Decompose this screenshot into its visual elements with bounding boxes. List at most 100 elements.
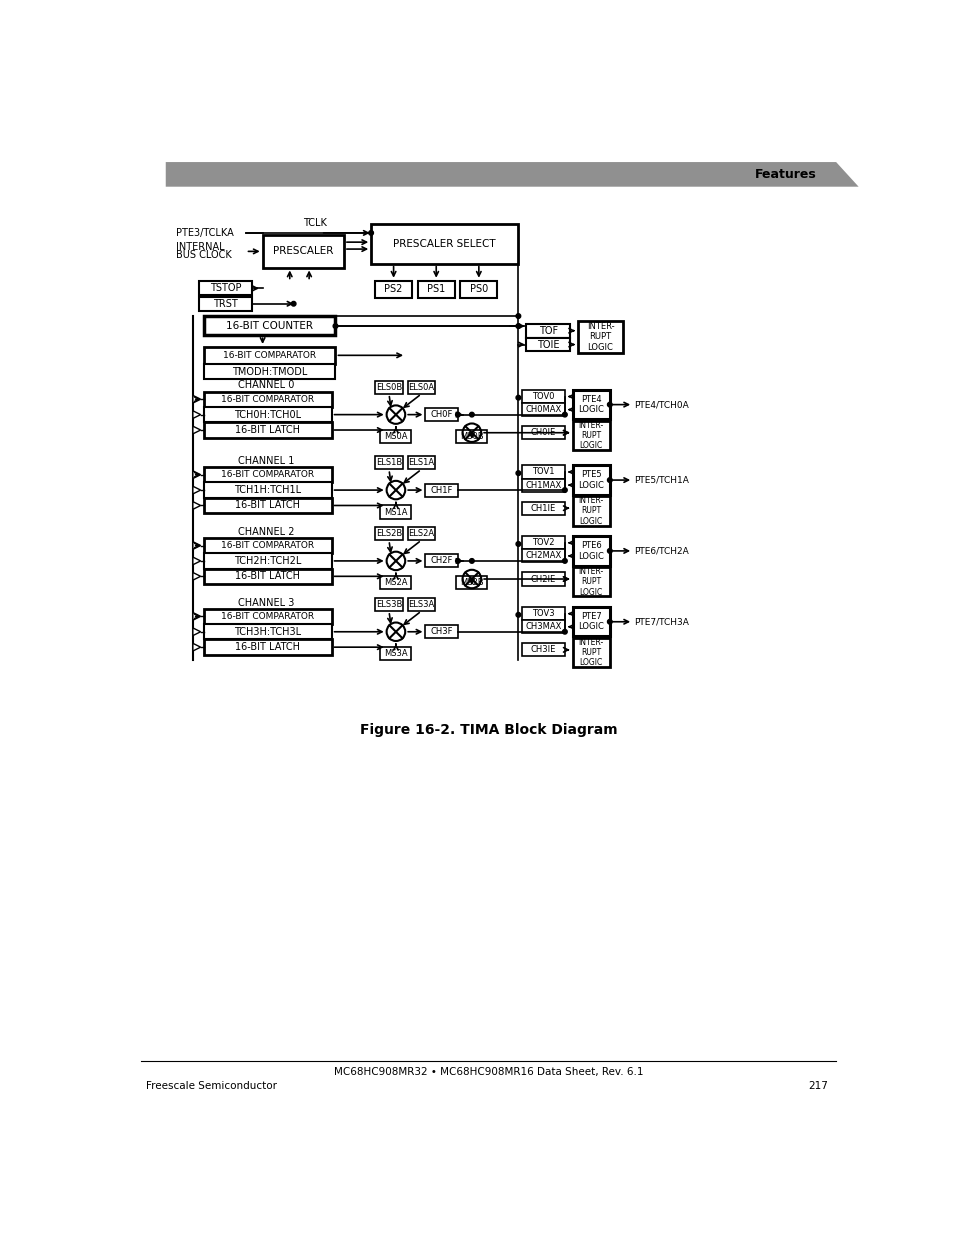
Text: 16-BIT LATCH: 16-BIT LATCH bbox=[235, 572, 300, 582]
Text: TOF: TOF bbox=[538, 326, 558, 336]
Text: ELS2A: ELS2A bbox=[408, 529, 435, 538]
FancyBboxPatch shape bbox=[521, 478, 564, 492]
FancyBboxPatch shape bbox=[521, 501, 564, 515]
FancyBboxPatch shape bbox=[572, 421, 609, 450]
FancyBboxPatch shape bbox=[417, 280, 455, 298]
Polygon shape bbox=[193, 643, 200, 651]
Text: TCH0H:TCH0L: TCH0H:TCH0L bbox=[233, 410, 301, 420]
Text: INTERNAL: INTERNAL bbox=[175, 242, 224, 252]
Circle shape bbox=[516, 471, 520, 475]
FancyBboxPatch shape bbox=[572, 466, 609, 495]
Text: 16-BIT COMPARATOR: 16-BIT COMPARATOR bbox=[221, 611, 314, 621]
FancyBboxPatch shape bbox=[204, 406, 332, 422]
Text: MC68HC908MR32 • MC68HC908MR16 Data Sheet, Rev. 6.1: MC68HC908MR32 • MC68HC908MR16 Data Sheet… bbox=[334, 1067, 643, 1077]
Text: PTE7/TCH3A: PTE7/TCH3A bbox=[634, 618, 689, 626]
Text: TOV1: TOV1 bbox=[532, 468, 555, 477]
FancyBboxPatch shape bbox=[204, 498, 332, 514]
Circle shape bbox=[516, 395, 520, 400]
Text: 16-BIT LATCH: 16-BIT LATCH bbox=[235, 425, 300, 435]
Text: Features: Features bbox=[754, 168, 816, 180]
FancyBboxPatch shape bbox=[375, 527, 402, 540]
Circle shape bbox=[469, 558, 474, 563]
Text: CH0F: CH0F bbox=[430, 410, 453, 419]
FancyBboxPatch shape bbox=[521, 403, 564, 416]
Text: CHANNEL 0: CHANNEL 0 bbox=[238, 380, 294, 390]
FancyBboxPatch shape bbox=[521, 390, 564, 403]
FancyBboxPatch shape bbox=[380, 430, 411, 443]
FancyBboxPatch shape bbox=[521, 466, 564, 478]
Text: BUS CLOCK: BUS CLOCK bbox=[175, 251, 232, 261]
Circle shape bbox=[607, 620, 612, 624]
Circle shape bbox=[562, 630, 567, 634]
Text: PRESCALER SELECT: PRESCALER SELECT bbox=[393, 238, 496, 248]
Circle shape bbox=[456, 412, 459, 417]
Text: CH2F: CH2F bbox=[430, 557, 453, 566]
Text: ELS2B: ELS2B bbox=[375, 529, 401, 538]
Text: 16-BIT COMPARATOR: 16-BIT COMPARATOR bbox=[221, 395, 314, 404]
Text: TRST: TRST bbox=[213, 299, 237, 309]
FancyBboxPatch shape bbox=[204, 391, 332, 406]
Text: PTE5/TCH1A: PTE5/TCH1A bbox=[634, 475, 689, 484]
FancyBboxPatch shape bbox=[572, 567, 609, 597]
FancyBboxPatch shape bbox=[521, 426, 564, 440]
Text: TCH2H:TCH2L: TCH2H:TCH2L bbox=[233, 556, 301, 566]
FancyBboxPatch shape bbox=[204, 316, 335, 336]
FancyBboxPatch shape bbox=[521, 620, 564, 634]
Polygon shape bbox=[193, 501, 200, 509]
Text: PTE6
LOGIC: PTE6 LOGIC bbox=[578, 541, 603, 561]
Circle shape bbox=[469, 412, 474, 417]
FancyBboxPatch shape bbox=[204, 624, 332, 640]
FancyBboxPatch shape bbox=[204, 483, 332, 498]
Polygon shape bbox=[193, 487, 200, 494]
Text: MS0B: MS0B bbox=[459, 432, 483, 441]
Text: CH1MAX: CH1MAX bbox=[525, 480, 561, 489]
FancyBboxPatch shape bbox=[459, 280, 497, 298]
Text: TCH3H:TCH3L: TCH3H:TCH3L bbox=[233, 626, 301, 637]
Circle shape bbox=[607, 403, 612, 406]
Polygon shape bbox=[193, 426, 200, 433]
Text: PRESCALER: PRESCALER bbox=[273, 246, 334, 257]
FancyBboxPatch shape bbox=[407, 456, 435, 469]
FancyBboxPatch shape bbox=[204, 609, 332, 624]
Text: INTER-
RUPT
LOGIC: INTER- RUPT LOGIC bbox=[586, 322, 614, 352]
FancyBboxPatch shape bbox=[204, 347, 335, 364]
FancyBboxPatch shape bbox=[521, 536, 564, 550]
Text: TOV3: TOV3 bbox=[532, 609, 555, 619]
Text: CH0IE: CH0IE bbox=[531, 429, 556, 437]
Text: ELS1A: ELS1A bbox=[408, 458, 435, 467]
Text: CH1IE: CH1IE bbox=[531, 504, 556, 513]
Text: 217: 217 bbox=[807, 1081, 827, 1091]
Text: CH3IE: CH3IE bbox=[530, 646, 556, 655]
Polygon shape bbox=[193, 613, 200, 620]
Circle shape bbox=[369, 231, 373, 235]
Text: 16-BIT COMPARATOR: 16-BIT COMPARATOR bbox=[221, 541, 314, 550]
Text: MS1A: MS1A bbox=[384, 508, 407, 516]
Text: PS2: PS2 bbox=[384, 284, 402, 294]
Polygon shape bbox=[193, 627, 200, 636]
FancyBboxPatch shape bbox=[521, 550, 564, 562]
FancyBboxPatch shape bbox=[204, 537, 332, 553]
Text: PS1: PS1 bbox=[427, 284, 445, 294]
FancyBboxPatch shape bbox=[204, 467, 332, 483]
FancyBboxPatch shape bbox=[375, 598, 402, 611]
Text: INTER-
RUPT
LOGIC: INTER- RUPT LOGIC bbox=[578, 496, 603, 526]
Text: ELS0A: ELS0A bbox=[408, 383, 435, 391]
Text: TMODH:TMODL: TMODH:TMODL bbox=[232, 367, 307, 377]
Text: CH3MAX: CH3MAX bbox=[525, 622, 561, 631]
Text: Freescale Semiconductor: Freescale Semiconductor bbox=[146, 1081, 277, 1091]
Text: MS3A: MS3A bbox=[384, 650, 407, 658]
FancyBboxPatch shape bbox=[425, 555, 457, 567]
Text: INTER-
RUPT
LOGIC: INTER- RUPT LOGIC bbox=[578, 637, 603, 667]
Text: CH0MAX: CH0MAX bbox=[525, 405, 561, 414]
FancyBboxPatch shape bbox=[380, 647, 411, 661]
FancyBboxPatch shape bbox=[375, 380, 402, 394]
Polygon shape bbox=[193, 573, 200, 580]
FancyBboxPatch shape bbox=[572, 638, 609, 667]
Circle shape bbox=[562, 558, 567, 563]
Text: MS2B: MS2B bbox=[459, 578, 483, 588]
Circle shape bbox=[607, 548, 612, 553]
Text: TOIE: TOIE bbox=[537, 340, 558, 350]
Text: INTER-
RUPT
LOGIC: INTER- RUPT LOGIC bbox=[578, 420, 603, 451]
FancyBboxPatch shape bbox=[578, 321, 622, 353]
FancyBboxPatch shape bbox=[375, 280, 412, 298]
